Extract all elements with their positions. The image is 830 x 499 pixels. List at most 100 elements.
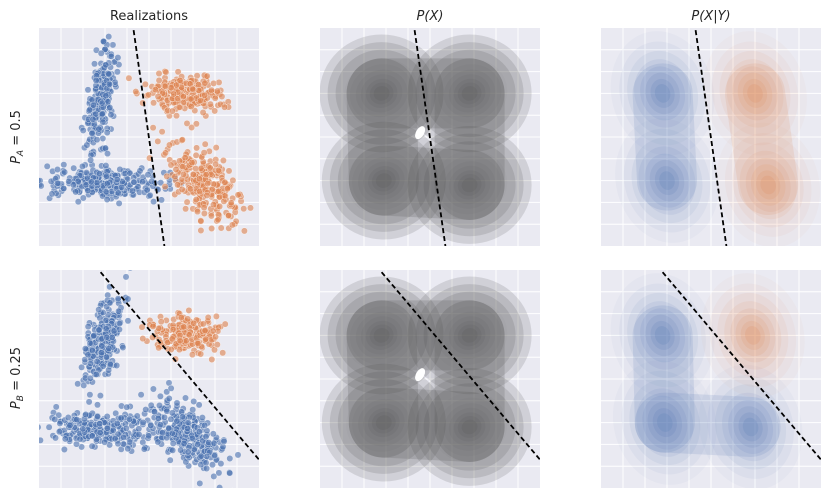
density-contour-band: [724, 301, 782, 370]
scatter-point: [78, 363, 86, 371]
scatter-point: [212, 160, 220, 168]
column-title-pxy: P(X|Y): [691, 9, 730, 24]
density-contour-band: [423, 49, 516, 138]
scatter-point: [198, 414, 206, 422]
density-contour-band: [320, 276, 444, 395]
scatter-point: [168, 409, 176, 417]
scatter-point: [192, 196, 200, 204]
row-label-pa-value: = 0.5: [9, 110, 24, 150]
scatter-point: [39, 423, 42, 431]
density-contour-band: [638, 146, 696, 215]
panel-content: [619, 30, 812, 246]
panel-r1-c1: [320, 270, 540, 488]
scatter-point: [70, 164, 78, 172]
scatter-point: [61, 435, 69, 443]
density-contour-band: [724, 133, 812, 237]
scatter-point: [109, 41, 117, 49]
scatter-point: [221, 103, 229, 111]
scatter-point: [177, 313, 185, 321]
scatter-point: [196, 479, 204, 487]
scatter-point: [187, 95, 195, 103]
scatter-point: [155, 70, 163, 77]
scatter-point: [157, 318, 165, 326]
scatter-point: [29, 425, 35, 431]
class-density-0: [619, 41, 711, 233]
scatter-point: [141, 80, 149, 88]
scatter-point: [225, 167, 233, 175]
density-peaks: [349, 64, 502, 215]
scatter-point: [155, 324, 163, 332]
scatter-point: [164, 338, 172, 346]
density-contour-band: [363, 403, 405, 442]
density-contour-band: [715, 384, 787, 470]
density-contour-band: [355, 69, 408, 118]
scatter-point: [148, 177, 156, 185]
scatter-point: [103, 129, 111, 137]
scatter-point: [127, 270, 133, 272]
scatter-point: [56, 419, 64, 427]
scatter-point: [136, 167, 144, 175]
panel-r0-c1: [320, 28, 540, 246]
scatter-point: [208, 86, 215, 94]
scatter-point: [219, 157, 227, 164]
scatter-point: [197, 217, 205, 225]
scatter-point: [123, 403, 131, 411]
scatter-point: [201, 421, 209, 429]
scatter-point: [124, 445, 132, 453]
scatter-point: [145, 432, 153, 440]
scatter-point: [209, 461, 216, 469]
scatter-point: [103, 353, 111, 361]
scatter-point: [60, 446, 68, 453]
density-contour-band: [349, 64, 414, 123]
density-peaks: [349, 306, 502, 457]
scatter-point: [79, 425, 87, 433]
scatter-point: [221, 320, 229, 328]
scatter-point: [88, 432, 96, 440]
density-contour-band: [329, 129, 438, 232]
scatter-point: [135, 431, 143, 438]
scatter-point: [210, 439, 218, 447]
scatter-point: [211, 452, 218, 460]
density-contour-band: [650, 78, 675, 108]
scatter-point: [154, 137, 162, 145]
scatter-point: [149, 385, 157, 393]
scatter-point: [179, 93, 187, 101]
density-contour-band: [321, 363, 446, 482]
scatter-point: [202, 335, 210, 343]
scatter-point: [229, 176, 237, 184]
density-contour-band: [640, 308, 686, 363]
scatter-point: [194, 208, 201, 216]
scatter-point: [202, 171, 210, 179]
scatter-point: [168, 107, 176, 115]
density-contour-band: [728, 399, 774, 454]
scatter-point: [115, 307, 123, 315]
scatter-point: [167, 415, 175, 423]
scatter-point: [188, 351, 196, 359]
scatter-point: [173, 417, 181, 425]
gridlines: [320, 28, 540, 246]
scatter-point: [92, 77, 100, 84]
scatter-point: [88, 347, 96, 355]
scatter-point: [86, 339, 94, 347]
density-contour-band: [329, 371, 438, 474]
density-contour-band: [747, 84, 763, 103]
scatter-point: [161, 183, 169, 191]
scatter-point: [119, 344, 127, 351]
density-contour-band: [654, 326, 671, 345]
scatter-point: [200, 204, 208, 212]
scatter-point: [135, 425, 143, 433]
scatter-point: [147, 401, 155, 409]
scatter-point: [102, 61, 110, 69]
row-label-pa: PA = 0.5: [9, 110, 26, 164]
scatter-point: [113, 362, 121, 369]
scatter-point: [197, 227, 205, 234]
scatter-point: [130, 178, 138, 186]
scatter-point: [88, 129, 96, 137]
scatter-point: [54, 166, 61, 173]
scatter-point: [107, 111, 115, 119]
density-hole: [415, 126, 426, 140]
scatter-point: [114, 54, 122, 62]
scatter-point: [192, 165, 200, 173]
scatter-point: [208, 225, 216, 232]
scatter-point: [199, 320, 207, 328]
